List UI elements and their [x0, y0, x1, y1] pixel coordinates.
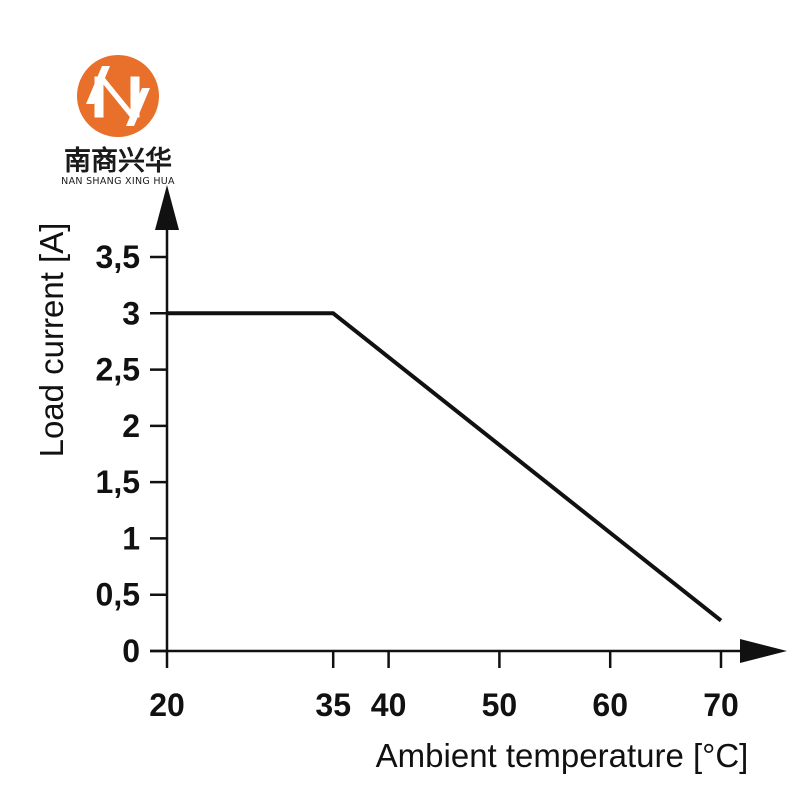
y-tick-label: 1,5	[96, 464, 140, 500]
logo-name-cn: 南商兴华	[64, 145, 172, 177]
logo-stripe-icon	[86, 66, 150, 126]
y-tick-label: 2	[122, 408, 140, 444]
y-axis-title: Load current [A]	[33, 223, 70, 458]
x-tick-label: 35	[315, 687, 351, 723]
y-tick-label: 3	[122, 295, 140, 331]
x-axis-arrow-icon	[740, 639, 787, 663]
y-tick-label: 2,5	[96, 352, 140, 388]
x-tick-label: 40	[371, 687, 407, 723]
logo-name-en: NAN SHANG XING HUA	[61, 176, 175, 187]
x-tick-label: 50	[482, 687, 518, 723]
brand-logo: 南商兴华 NAN SHANG XING HUA	[61, 55, 175, 187]
y-tick-label: 0,5	[96, 577, 140, 613]
x-tick-label: 20	[149, 687, 185, 723]
y-ticks: 0 0,5 1 1,5 2 2,5 3 3,5	[96, 239, 167, 669]
series-layer	[167, 311, 723, 623]
y-axis-arrow-icon	[155, 185, 179, 230]
y-tick-label: 3,5	[96, 239, 140, 275]
y-tick-label: 0	[122, 633, 140, 669]
series-line-0	[167, 311, 723, 623]
x-tick-label: 60	[592, 687, 628, 723]
y-tick-label: 1	[122, 520, 140, 556]
x-ticks: 20 35 40 50 60 70	[149, 651, 739, 723]
x-axis-title: Ambient temperature [°C]	[376, 737, 749, 774]
x-tick-label: 70	[703, 687, 739, 723]
